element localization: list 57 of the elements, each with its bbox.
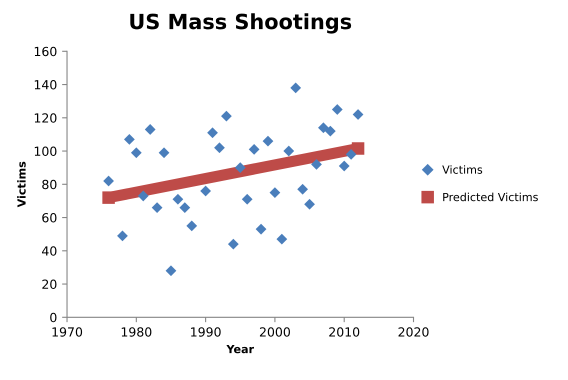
y-tick-label: 0 [50, 312, 56, 322]
point [158, 147, 170, 158]
point [352, 142, 364, 155]
x-tick-label: 1970 [52, 327, 82, 337]
point [186, 220, 198, 232]
x-tick-label: 2000 [260, 327, 290, 337]
point [283, 146, 294, 156]
y-axis-title: Victims [17, 162, 26, 208]
point [304, 198, 315, 210]
point [221, 110, 232, 122]
point [207, 127, 218, 138]
y-tick-label: 120 [34, 113, 56, 123]
point [311, 158, 322, 170]
x-tick-label: 1980 [122, 327, 152, 337]
x-tick-label: 2020 [398, 327, 429, 337]
point [228, 238, 239, 250]
point [124, 134, 135, 145]
y-tick-label: 160 [34, 46, 56, 56]
point [130, 147, 142, 158]
point [324, 126, 336, 136]
point [297, 184, 308, 195]
point [179, 202, 190, 213]
y-tick-label: 60 [42, 213, 56, 222]
point [214, 142, 225, 154]
point [256, 224, 266, 235]
point [234, 162, 246, 174]
y-tick-label: 80 [42, 180, 56, 190]
point [152, 202, 162, 213]
point [166, 265, 176, 276]
point [270, 187, 280, 198]
point [346, 148, 357, 160]
y-tick-label: 20 [42, 280, 56, 289]
point [117, 230, 128, 242]
point [248, 144, 260, 155]
x-tick-label: 1990 [191, 327, 221, 337]
point [262, 136, 274, 146]
point [290, 82, 302, 94]
point [338, 160, 350, 172]
y-tick-label: 140 [34, 80, 56, 90]
x-tick-label: 2010 [329, 327, 360, 337]
point [352, 109, 364, 120]
point [172, 194, 184, 205]
point [242, 194, 253, 205]
y-tick-label: 100 [34, 146, 56, 156]
x-axis-title: Year [226, 345, 254, 354]
point [138, 190, 149, 202]
point [332, 104, 343, 115]
legend-label: Predicted Victims [443, 192, 538, 202]
point [200, 186, 211, 196]
point [318, 122, 329, 134]
legend-label: Victims [442, 165, 482, 174]
chart-title: US Mass Shootings [130, 13, 352, 34]
point [144, 124, 156, 135]
y-tick-label: 40 [42, 246, 56, 256]
point [102, 191, 115, 204]
point [276, 234, 288, 245]
point [103, 176, 114, 186]
